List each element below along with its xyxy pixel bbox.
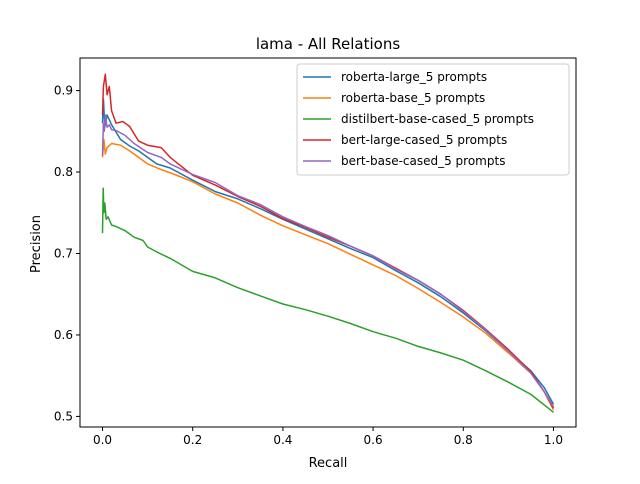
x-tick-label: 0.6 <box>364 433 383 447</box>
x-tick-label: 1.0 <box>544 433 563 447</box>
x-axis-label: Recall <box>309 456 348 471</box>
x-tick-label: 0.2 <box>183 433 202 447</box>
y-tick-label: 0.7 <box>54 246 73 260</box>
y-axis-ticks: 0.5 0.6 0.7 0.8 0.9 <box>54 84 80 423</box>
legend-box <box>296 63 570 176</box>
series-line-2 <box>101 138 555 411</box>
y-tick-label: 0.6 <box>54 328 73 342</box>
legend-label: bert-base-cased_5 prompts <box>341 154 505 168</box>
axes-frame <box>79 57 577 428</box>
series-line-1 <box>101 97 555 405</box>
y-tick-label: 0.5 <box>54 409 73 423</box>
x-tick-label: 0.4 <box>273 433 292 447</box>
x-axis-ticks: 0.0 0.2 0.4 0.6 0.8 1.0 <box>93 427 563 447</box>
y-tick-label: 0.9 <box>54 84 73 98</box>
x-tick-label: 0.8 <box>454 433 473 447</box>
legend-label: roberta-large_5 prompts <box>341 70 487 84</box>
y-tick-label: 0.8 <box>54 165 73 179</box>
y-axis-label: Precision <box>29 215 44 273</box>
series-line-5 <box>101 114 555 407</box>
x-tick-label: 0.0 <box>93 433 112 447</box>
series-line-3 <box>101 187 554 413</box>
legend-label: distilbert-base-cased_5 prompts <box>341 112 534 126</box>
legend: roberta-large_5 prompts roberta-base_5 pr… <box>296 63 570 176</box>
series-lines <box>101 73 555 413</box>
legend-label: bert-large-cased_5 prompts <box>341 133 507 147</box>
legend-label: roberta-base_5 prompts <box>341 91 485 105</box>
chart-title: lama - All Relations <box>256 35 401 53</box>
